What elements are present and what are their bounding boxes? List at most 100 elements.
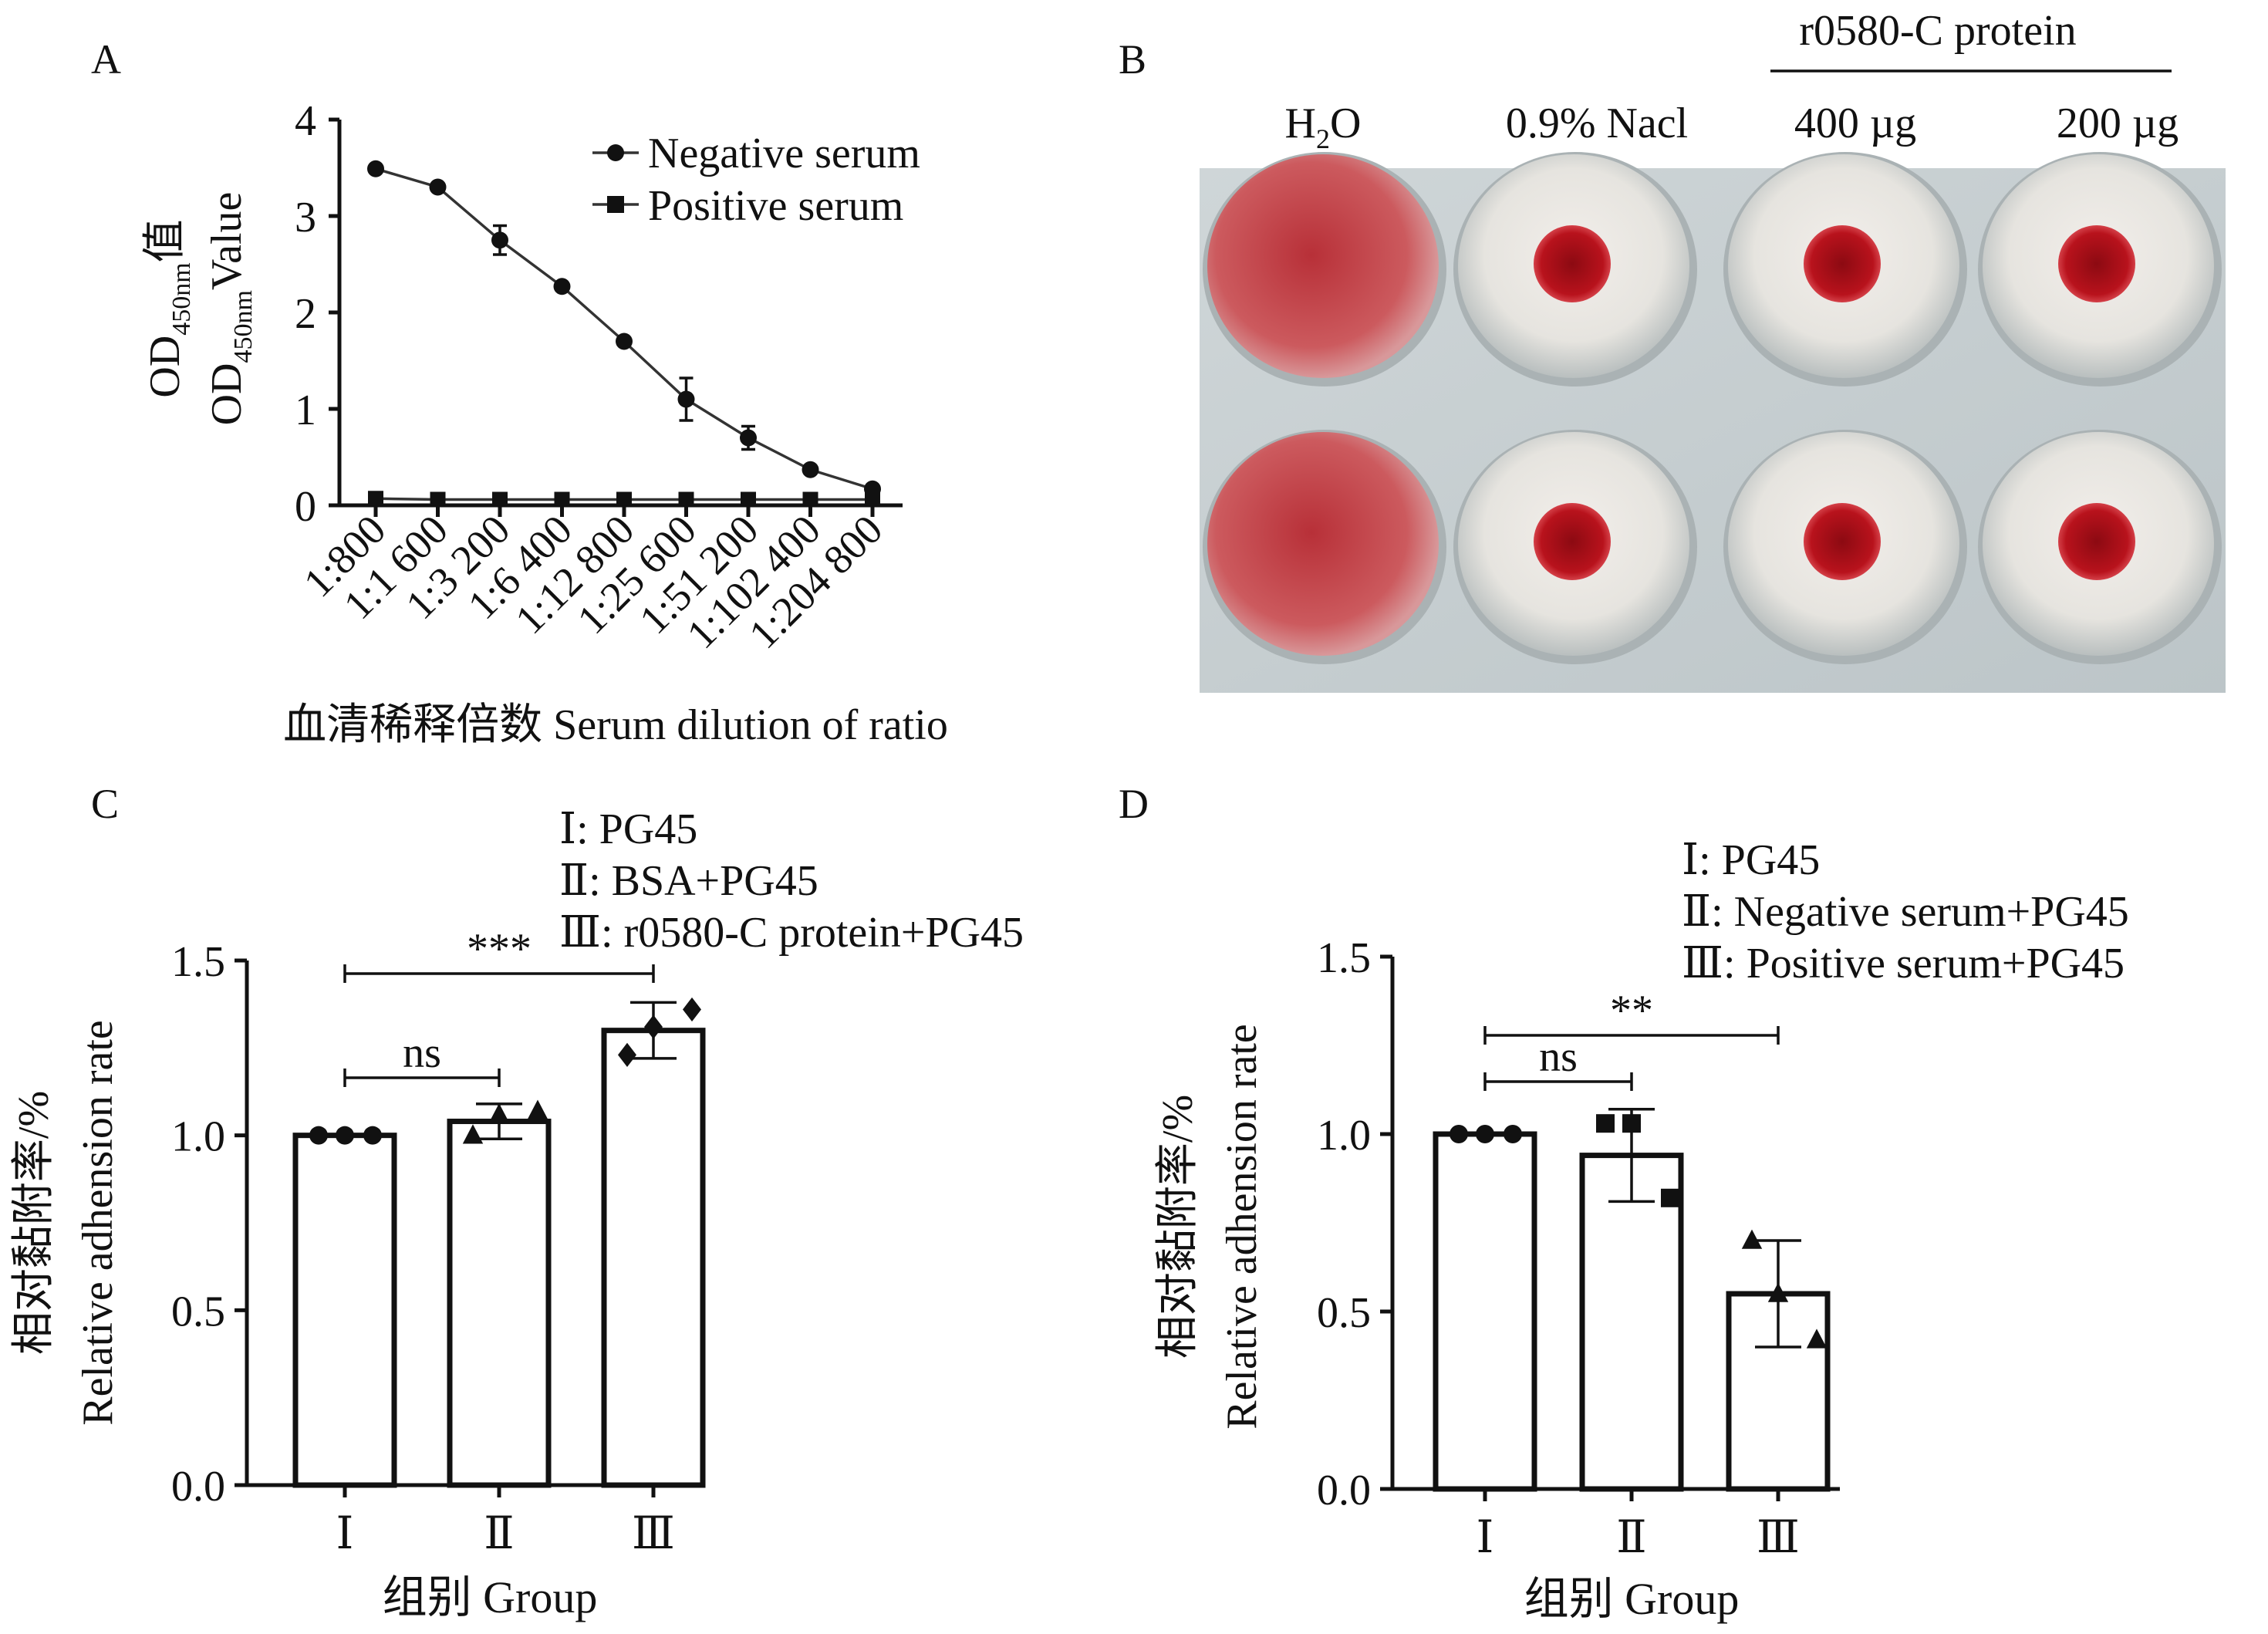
y-tick-label: 0.5 (1317, 1289, 1371, 1337)
significance-label: *** (467, 925, 532, 973)
legend-marker-negative (607, 144, 624, 161)
data-point (616, 333, 633, 350)
data-point (553, 278, 571, 295)
significance-label: ns (403, 1029, 441, 1077)
x-tick-label: Ⅰ (336, 1508, 354, 1558)
y-tick-label: 0.0 (1317, 1467, 1371, 1514)
data-point (1661, 1188, 1679, 1207)
x-axis-label: 组别 Group (1524, 1574, 1740, 1624)
data-point (1741, 1229, 1763, 1249)
data-point (1504, 1125, 1522, 1143)
data-point (462, 1124, 484, 1144)
legend-label-negative: Negative serum (648, 130, 920, 177)
legend-item-2: Ⅱ: Negative serum+PG45 (1682, 888, 2129, 936)
y-tick-label: 3 (295, 194, 316, 241)
legend-item-1: Ⅰ: PG45 (1682, 836, 1820, 884)
data-point (678, 491, 694, 508)
y-axis-label-cn: OD450nm值 (141, 219, 196, 397)
y-tick-label: 4 (295, 97, 316, 145)
legend: Ⅰ: PG45 Ⅱ: BSA+PG45 Ⅲ: r0580-C protein+P… (559, 805, 1024, 957)
y-tick-label: 1.0 (1317, 1112, 1371, 1160)
legend-item-3: Ⅲ: r0580-C protein+PG45 (559, 909, 1024, 957)
legend: Negative serum Positive serum (592, 130, 920, 230)
y-tick-label: 1.5 (171, 938, 225, 986)
x-tick-label: Ⅰ (1477, 1512, 1494, 1562)
well-lysed (1207, 154, 1439, 378)
rbc-button (2058, 503, 2135, 580)
rbc-button (1534, 225, 1611, 302)
data-point (363, 1126, 382, 1145)
data-point (430, 491, 446, 508)
column-label-h2o: H2O (1285, 100, 1362, 154)
panel-label-b: B (1119, 36, 1146, 83)
x-tick-label: Ⅱ (484, 1508, 514, 1558)
y-tick-label: 0 (295, 483, 316, 531)
data-point (618, 1042, 636, 1067)
hemagglutination-photo: r0580-C protein H2O 0.9% Nacl 400 µg 200… (1200, 7, 2226, 693)
data-point (683, 997, 701, 1022)
series (367, 160, 881, 508)
data-point (616, 491, 632, 508)
data-point (741, 491, 756, 508)
bar-1 (292, 1133, 397, 1488)
data-point (802, 491, 818, 508)
data-point (865, 491, 880, 508)
rbc-button (1804, 503, 1881, 580)
data-point (527, 1099, 548, 1119)
data-point (491, 231, 508, 249)
bar-1 (1433, 1131, 1537, 1492)
rbc-button (1804, 225, 1881, 302)
x-tick-label: Ⅱ (1616, 1512, 1646, 1562)
y-axis-label-cn: 相对黏附率/% (10, 1091, 58, 1355)
data-point (644, 1014, 663, 1039)
y-tick-label: 0.0 (171, 1463, 225, 1511)
panel-label-a: A (91, 36, 121, 83)
data-point (677, 390, 695, 408)
y-tick-label: 2 (295, 290, 316, 338)
bar-3 (601, 1028, 706, 1488)
data-point (1767, 1282, 1789, 1302)
data-point (309, 1126, 328, 1145)
well-lysed (1207, 432, 1439, 656)
panel-label-c: C (91, 781, 119, 827)
y-axis-label-cn: 相对黏附率/% (1154, 1095, 1202, 1359)
x-tick-label: Ⅲ (1757, 1512, 1800, 1562)
x-axis-label: 组别 Group (383, 1572, 598, 1622)
y-tick-label: 1 (295, 387, 316, 434)
y-ticks: 0 1 2 3 4 (295, 97, 339, 531)
group-label: r0580-C protein (1799, 7, 2076, 55)
y-axis-label-en: Relative adhension rate (1218, 1024, 1266, 1430)
significance-label: ns (1539, 1033, 1578, 1081)
data-point (1622, 1114, 1641, 1133)
y-axis-label-en: OD450nmValue (203, 192, 258, 426)
data-point (802, 461, 819, 478)
data-point (1806, 1328, 1828, 1349)
y-tick-label: 1.0 (171, 1113, 225, 1161)
data-point (1596, 1114, 1615, 1133)
data-point (368, 491, 383, 507)
legend-marker-positive (607, 196, 624, 213)
wells (1203, 152, 2222, 664)
data-point (488, 1103, 510, 1123)
data-point (554, 491, 570, 508)
bar-2 (447, 1119, 552, 1488)
legend-label-positive: Positive serum (648, 182, 903, 230)
data-point (1476, 1125, 1494, 1143)
rbc-button (1534, 503, 1611, 580)
rbc-button (2058, 225, 2135, 302)
data-point (492, 491, 508, 508)
significance-label: ** (1610, 987, 1653, 1035)
data-point (740, 429, 757, 447)
legend-item-2: Ⅱ: BSA+PG45 (559, 857, 818, 905)
column-label-400ug: 400 µg (1794, 100, 1916, 147)
y-tick-label: 1.5 (1317, 934, 1371, 982)
data-point (429, 178, 447, 196)
legend-item-1: Ⅰ: PG45 (559, 805, 697, 853)
x-axis-label: 血清稀释倍数 Serum dilution of ratio (283, 701, 948, 749)
y-tick-label: 0.5 (171, 1288, 225, 1335)
